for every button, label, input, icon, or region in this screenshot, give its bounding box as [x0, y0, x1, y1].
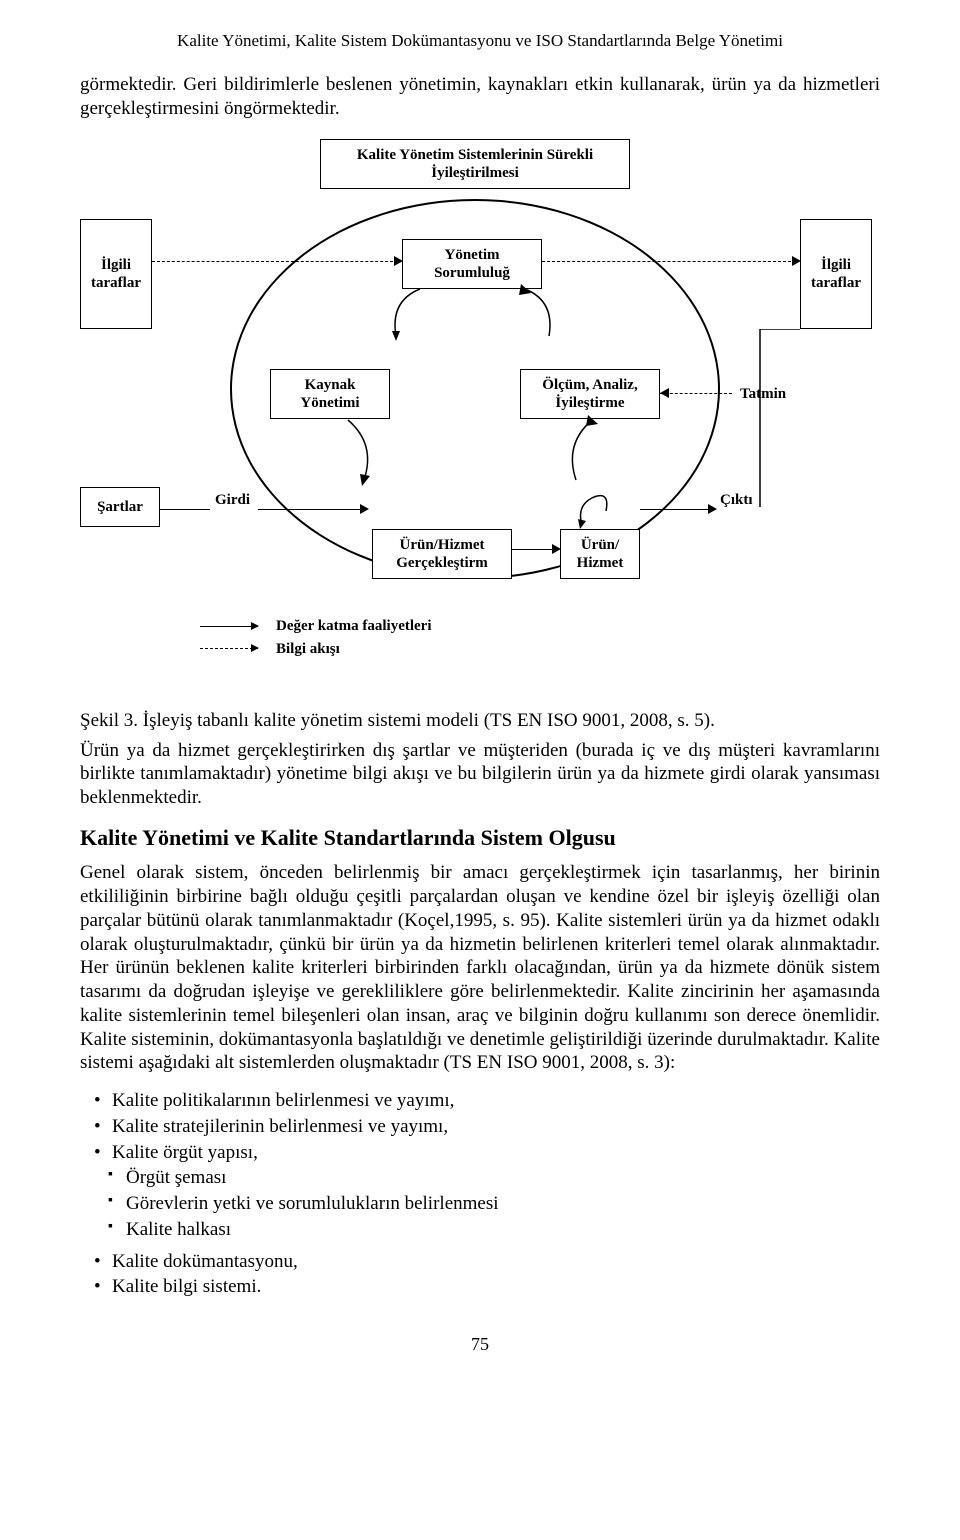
legend: Değer katma faaliyetleri Bilgi akışı	[200, 613, 432, 663]
arrow-to-right	[792, 256, 801, 266]
box-gercek: Ürün/Hizmet Gerçekleştirm	[372, 529, 512, 579]
arrow-to-yonetim	[394, 256, 403, 266]
curve-urun	[574, 491, 614, 531]
line-right-dash	[542, 261, 796, 262]
box-kaynak: Kaynak Yönetimi	[270, 369, 390, 419]
list-item: Kalite bilgi sistemi.	[94, 1275, 880, 1299]
arrow-cikti	[708, 504, 717, 514]
list-item: Kalite halkası	[108, 1218, 880, 1242]
box-right-parties: İlgili taraflar	[800, 219, 872, 329]
list-item: Kalite politikalarının belirlenmesi ve y…	[94, 1089, 880, 1113]
line-left-dash	[152, 261, 398, 262]
line-sartlar	[160, 509, 210, 510]
box-olcum: Ölçüm, Analiz, İyileştirme	[520, 369, 660, 419]
label-girdi: Girdi	[215, 491, 250, 509]
box-urunhizmet: Ürün/ Hizmet	[560, 529, 640, 579]
legend-dashed-label: Bilgi akışı	[276, 640, 340, 659]
line-tatmin-dash	[660, 393, 732, 394]
line-cikti-up	[756, 329, 806, 509]
list-item: Örgüt şeması	[108, 1166, 880, 1190]
iso-diagram: Kalite Yönetim Sistemlerinin Sürekli İyi…	[80, 139, 880, 699]
arrow-girdi	[360, 504, 369, 514]
list-item: Kalite stratejilerinin belirlenmesi ve y…	[94, 1115, 880, 1139]
curve-right-bot	[550, 414, 610, 494]
legend-solid-label: Değer katma faaliyetleri	[276, 617, 432, 636]
bullet-list-2: Kalite dokümantasyonu, Kalite bilgi sist…	[94, 1250, 880, 1300]
intro-paragraph: görmektedir. Geri bildirimlerle beslenen…	[80, 73, 880, 121]
curve-left-top	[380, 281, 440, 351]
page-header: Kalite Yönetimi, Kalite Sistem Dokümanta…	[80, 30, 880, 51]
curve-left-bot	[330, 414, 390, 494]
square-list: Örgüt şeması Görevlerin yetki ve sorumlu…	[108, 1166, 880, 1241]
legend-dashed: Bilgi akışı	[200, 640, 432, 659]
box-top: Kalite Yönetim Sistemlerinin Sürekli İyi…	[320, 139, 630, 189]
arrow-gercek-urun	[552, 544, 561, 554]
list-item: Kalite örgüt yapısı,	[94, 1141, 880, 1165]
bullet-list-1: Kalite politikalarının belirlenmesi ve y…	[94, 1089, 880, 1164]
list-item: Görevlerin yetki ve sorumlulukların beli…	[108, 1192, 880, 1216]
page-number: 75	[80, 1333, 880, 1356]
line-girdi	[258, 509, 364, 510]
box-sartlar: Şartlar	[80, 487, 160, 527]
para-after-caption: Ürün ya da hizmet gerçekleştirirken dış …	[80, 739, 880, 810]
section-heading: Kalite Yönetimi ve Kalite Standartlarınd…	[80, 824, 880, 852]
label-cikti: Çıktı	[720, 491, 753, 509]
figure-caption: Şekil 3. İşleyiş tabanlı kalite yönetim …	[80, 709, 880, 733]
list-item: Kalite dokümantasyonu,	[94, 1250, 880, 1274]
long-paragraph: Genel olarak sistem, önceden belirlenmiş…	[80, 861, 880, 1075]
box-left-parties: İlgili taraflar	[80, 219, 152, 329]
legend-solid: Değer katma faaliyetleri	[200, 617, 432, 636]
line-cikti	[640, 509, 714, 510]
curve-right-top	[505, 281, 565, 351]
arrow-tatmin-left	[660, 388, 669, 398]
